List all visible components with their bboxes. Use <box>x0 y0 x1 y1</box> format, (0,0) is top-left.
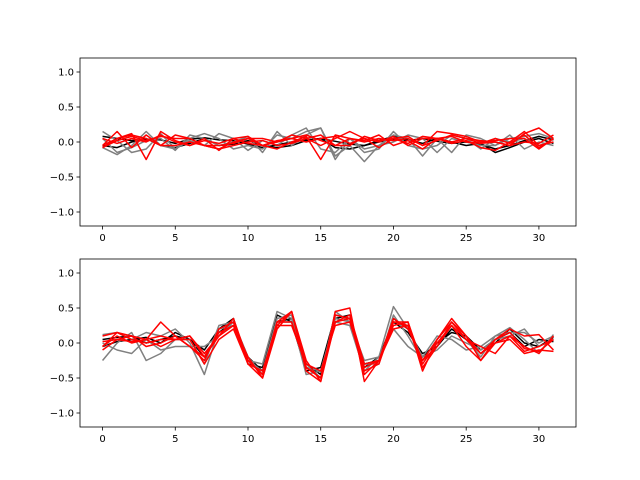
x-tick-label: 10 <box>242 233 255 244</box>
x-tick-label: 25 <box>460 434 473 445</box>
series-line-9 <box>102 134 554 150</box>
y-tick-label: −1.0 <box>50 409 74 420</box>
x-tick-label: 30 <box>533 434 546 445</box>
y-tick-label: 0.5 <box>58 103 74 114</box>
y-tick-label: −1.0 <box>50 208 74 219</box>
subplots: 0 5 10 15 20 25 30 −1.0 −0.5 0.0 0.5 1.0 0 5 10 15 20 25 3… <box>50 57 577 445</box>
y-tick-label: 1.0 <box>58 68 74 79</box>
x-tick-label: 30 <box>533 233 546 244</box>
x-tick-label: 20 <box>387 233 400 244</box>
y-tick-label: 1.0 <box>58 269 74 280</box>
series-group <box>101 305 555 383</box>
x-tick-label: 15 <box>314 233 327 244</box>
y-tick-label: 0.0 <box>58 339 74 350</box>
y-tick-label: −0.5 <box>50 374 74 385</box>
x-tick-label: 0 <box>99 233 105 244</box>
x-tick-label: 10 <box>242 434 255 445</box>
x-tick-label: 0 <box>99 434 105 445</box>
x-tick-label: 5 <box>172 233 178 244</box>
series-line-10 <box>102 310 554 379</box>
series-group <box>102 127 554 163</box>
y-tick-label: 0.5 <box>58 304 74 315</box>
series-line-10 <box>102 130 554 150</box>
x-tick-label: 20 <box>387 434 400 445</box>
subplot-2: 0 5 10 15 20 25 30 −1.0 −0.5 0.0 0.5 1.0 <box>50 258 577 445</box>
y-tick-label: −0.5 <box>50 173 74 184</box>
x-tick-label: 5 <box>172 434 178 445</box>
x-tick-label: 15 <box>314 434 327 445</box>
series-line-8 <box>102 134 554 149</box>
subplot-1: 0 5 10 15 20 25 30 −1.0 −0.5 0.0 0.5 1.0 <box>50 57 577 244</box>
series-line-7 <box>102 130 554 161</box>
y-tick-label: 0.0 <box>58 138 74 149</box>
x-tick-label: 25 <box>460 233 473 244</box>
